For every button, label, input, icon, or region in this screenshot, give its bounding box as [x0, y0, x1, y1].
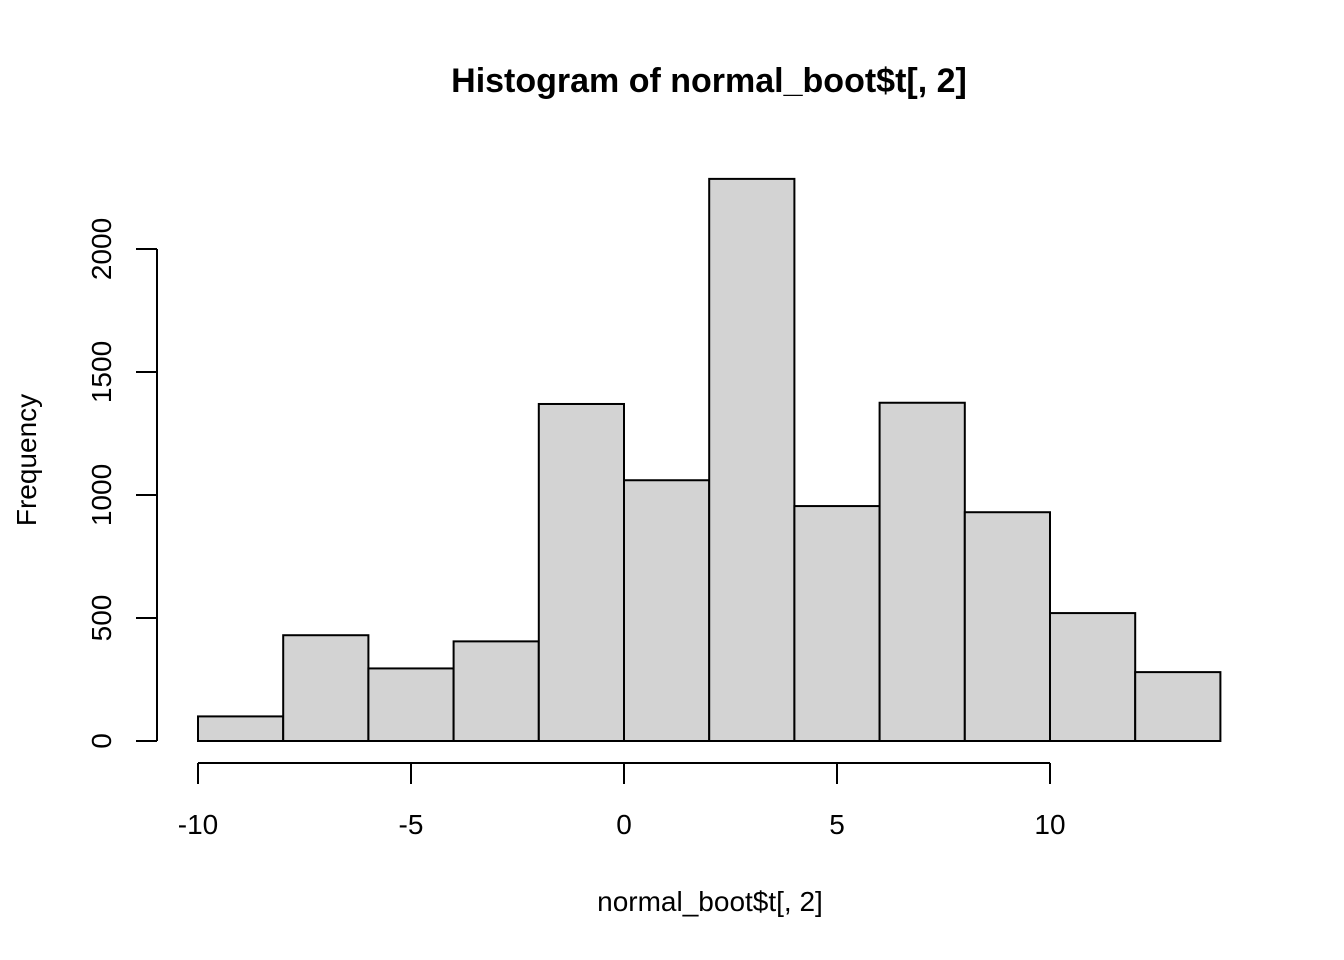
histogram-bar-11 — [1049, 612, 1137, 743]
histogram-bar-3 — [367, 667, 455, 742]
histogram-bar-4 — [452, 640, 540, 742]
histogram-bar-10 — [963, 511, 1051, 742]
x-tick-label: -5 — [399, 809, 424, 840]
x-axis: -10 -5 0 5 10 — [178, 762, 1066, 840]
y-axis-label: Frequency — [11, 394, 42, 526]
histogram-bar-8 — [793, 505, 881, 742]
y-tick-label: 1500 — [86, 341, 117, 403]
histogram-bar-1 — [197, 715, 285, 743]
histogram-bar-5 — [537, 402, 625, 742]
histogram-bar-12 — [1134, 671, 1222, 742]
histogram-bar-2 — [282, 634, 370, 742]
y-tick-label: 500 — [86, 595, 117, 642]
x-axis-label: normal_boot$t[, 2] — [597, 886, 823, 917]
bars-group — [197, 177, 1222, 743]
x-tick-label: -10 — [178, 809, 218, 840]
x-tick-label: 10 — [1034, 809, 1065, 840]
y-tick-label: 2000 — [86, 218, 117, 280]
y-tick-label: 1000 — [86, 464, 117, 526]
chart-title: Histogram of normal_boot$t[, 2] — [451, 62, 967, 100]
y-axis: 0 500 1000 1500 2000 — [86, 218, 158, 749]
histogram-bar-9 — [878, 401, 966, 742]
x-tick-label: 0 — [616, 809, 632, 840]
y-tick-label: 0 — [86, 733, 117, 749]
x-tick-label: 5 — [829, 809, 845, 840]
histogram-bar-6 — [623, 479, 711, 742]
histogram-bar-7 — [708, 177, 796, 742]
